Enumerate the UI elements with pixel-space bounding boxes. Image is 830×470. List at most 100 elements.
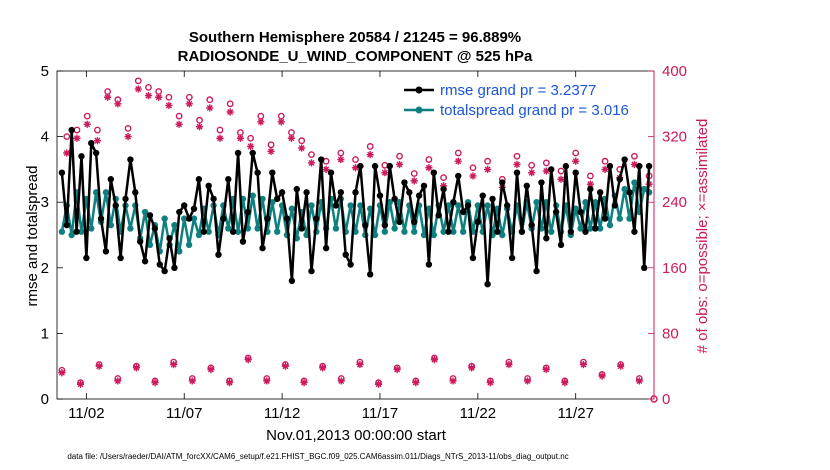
obs-assimilated-upper-b-5 xyxy=(381,169,389,177)
totalspread-point-14 xyxy=(127,225,134,232)
rmse-point-84 xyxy=(469,254,477,262)
obs-assimilated-upper-b-15 xyxy=(528,169,536,177)
totalspread-point-36 xyxy=(234,228,242,235)
obs-assimilated-lower-14 xyxy=(319,364,327,372)
rmse-point-54 xyxy=(322,244,330,252)
obs-assimilated-lower-18 xyxy=(393,365,401,374)
rmse-point-20 xyxy=(156,261,163,268)
x-axis-label: Nov.01,2013 00:00:00 start xyxy=(266,427,447,444)
rmse-point-79 xyxy=(445,228,452,235)
obs-possible-upper-a-0 xyxy=(63,133,71,141)
obs-assimilated-upper-b-9 xyxy=(439,182,448,190)
rmse-point-108 xyxy=(587,185,594,193)
obs-assimilated-upper-b-12 xyxy=(484,165,492,173)
obs-assimilated-upper-a-5 xyxy=(114,100,122,108)
rmse-point-29 xyxy=(200,228,208,235)
obs-possible-upper-a-15 xyxy=(216,126,224,134)
obs-assimilated-lower-19 xyxy=(412,379,420,387)
rmse-point-30 xyxy=(205,182,212,189)
rmse-point-53 xyxy=(318,156,325,163)
rmse-point-114 xyxy=(616,176,623,183)
legend: rmse grand pr = 3.2377 totalspread grand… xyxy=(404,82,629,119)
obs-assimilated-upper-a-0 xyxy=(63,149,71,157)
obs-assimilated-upper-a-22 xyxy=(287,134,296,142)
obs-assimilated-upper-b-6 xyxy=(395,160,404,169)
totalspread-point-47 xyxy=(288,205,296,212)
obs-assimilated-lower-1 xyxy=(76,380,85,388)
totalspread-point-82 xyxy=(459,228,467,235)
totalspread-point-106 xyxy=(577,225,584,232)
totalspread-point-100 xyxy=(548,228,555,235)
obs-possible-upper-b-14 xyxy=(513,152,521,160)
rmse-point-87 xyxy=(484,281,491,288)
obs-assimilated-lower-26 xyxy=(542,365,550,374)
obs-assimilated-upper-a-20 xyxy=(267,147,275,155)
rmse-point-75 xyxy=(425,261,433,268)
y-left-tick-label-2: 2 xyxy=(41,260,49,277)
totalspread-point-24 xyxy=(176,248,183,255)
rmse-point-3 xyxy=(73,228,80,235)
rmse-point-26 xyxy=(185,215,193,222)
rmse-point-12 xyxy=(117,254,124,262)
rmse-point-60 xyxy=(352,189,359,196)
totalspread-point-68 xyxy=(391,225,398,232)
rmse-point-120 xyxy=(645,162,653,170)
rmse-point-36 xyxy=(234,149,242,157)
totalspread-point-87 xyxy=(484,202,491,209)
totalspread-point-109 xyxy=(592,199,599,206)
obs-assimilated-upper-a-19 xyxy=(257,118,265,126)
obs-assimilated-lower-11 xyxy=(263,377,271,385)
x-tick-label-3: 11/17 xyxy=(362,405,398,422)
obs-assimilated-lower-2 xyxy=(95,362,103,370)
rmse-point-101 xyxy=(552,208,560,216)
obs-assimilated-lower-20 xyxy=(430,356,439,364)
obs-assimilated-upper-a-21 xyxy=(277,118,285,126)
obs-assimilated-upper-b-16 xyxy=(542,167,550,175)
y-right-tick-label-4: 320 xyxy=(662,129,687,146)
obs-possible-upper-a-8 xyxy=(145,84,152,91)
obs-possible-upper-a-2 xyxy=(83,112,91,120)
obs-assimilated-upper-b-3 xyxy=(351,164,360,172)
x-tick-label-5: 11/27 xyxy=(557,405,593,422)
obs-possible-upper-b-0 xyxy=(308,151,315,159)
obs-possible-upper-b-12 xyxy=(484,157,492,165)
obs-assimilated-lower-13 xyxy=(300,379,308,387)
rmse-series xyxy=(58,126,653,288)
obs-assimilated-lower-17 xyxy=(374,380,383,388)
obs-possible-upper-a-3 xyxy=(94,126,101,134)
obs-assimilated-upper-a-6 xyxy=(124,133,132,141)
obs-possible-upper-a-6 xyxy=(124,124,132,132)
totalspread-point-108 xyxy=(587,225,594,232)
totalspread-point-78 xyxy=(440,228,447,235)
rmse-point-118 xyxy=(636,162,643,170)
totalspread-point-39 xyxy=(249,192,256,199)
obs-assimilated-upper-b-11 xyxy=(469,172,477,180)
rmse-point-106 xyxy=(577,208,584,216)
rmse-point-71 xyxy=(406,189,413,196)
rmse-point-116 xyxy=(626,189,633,196)
chart-title-line1: Southern Hemisphere 20584 / 21245 = 96.8… xyxy=(189,29,521,46)
totalspread-point-117 xyxy=(631,179,638,186)
x-axis: 11/02 11/07 11/12 11/17 11/22 11/27 xyxy=(68,71,594,422)
rmse-point-1 xyxy=(63,221,70,229)
rmse-point-97 xyxy=(533,267,540,275)
obs-possible-upper-a-7 xyxy=(134,77,142,85)
rmse-point-78 xyxy=(440,185,447,193)
obs-possible-upper-b-11 xyxy=(469,164,477,172)
obs-possible-upper-b-18 xyxy=(572,149,580,157)
totalspread-point-28 xyxy=(195,231,203,239)
rmse-point-21 xyxy=(161,267,168,275)
rmse-point-6 xyxy=(88,139,95,147)
obs-possible-upper-a-14 xyxy=(206,96,214,104)
obs-assimilated-upper-b-22 xyxy=(630,160,639,169)
totalspread-point-17 xyxy=(141,208,149,216)
y-right-tick-label-3: 240 xyxy=(662,194,687,211)
x-tick-label-4: 11/22 xyxy=(460,405,496,422)
rmse-point-93 xyxy=(513,169,521,176)
obs-assimilated-lower-0 xyxy=(58,369,66,377)
rmse-point-8 xyxy=(97,215,105,222)
totalspread-point-9 xyxy=(102,189,110,196)
rmse-point-7 xyxy=(92,149,100,157)
obs-assimilated-lower-8 xyxy=(207,365,215,374)
obs-assimilated-upper-b-18 xyxy=(572,157,580,165)
